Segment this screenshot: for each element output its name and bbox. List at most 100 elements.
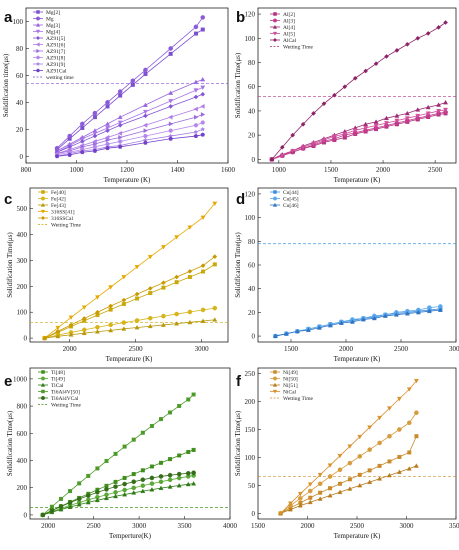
y-tick-label: 400 [17, 231, 28, 239]
series-f-2 [278, 463, 419, 516]
y-tick-label: 60 [16, 72, 24, 80]
data-point [414, 434, 419, 439]
data-point [108, 327, 114, 333]
x-axis-title: Temperture(K) [109, 532, 152, 540]
data-point [76, 502, 82, 507]
data-point [147, 315, 153, 321]
legend-marker [36, 48, 41, 54]
data-point [394, 113, 400, 118]
data-point [143, 140, 148, 145]
data-point [396, 396, 402, 402]
data-point [193, 133, 199, 138]
x-tick-label: 2500 [350, 522, 365, 530]
data-point [384, 54, 389, 59]
data-point [436, 109, 442, 114]
x-tick-label: 2000 [301, 522, 316, 530]
data-point [161, 280, 166, 286]
data-point [161, 313, 166, 319]
data-point [161, 245, 166, 250]
y-tick-label: 500 [17, 205, 28, 213]
series-line [44, 256, 216, 339]
data-point [104, 487, 109, 492]
data-point [95, 309, 100, 315]
x-tick-label: 2000 [41, 522, 56, 530]
data-point [92, 115, 97, 120]
data-point [143, 72, 148, 77]
data-point [404, 311, 410, 316]
data-point [387, 433, 392, 439]
data-point [394, 118, 400, 124]
series-line [57, 134, 203, 157]
data-point [117, 120, 123, 126]
data-point [283, 331, 289, 336]
data-point [387, 472, 392, 478]
data-point [134, 318, 140, 323]
data-point [373, 123, 379, 128]
data-point [193, 79, 199, 85]
data-point [168, 99, 174, 104]
data-point [360, 316, 366, 322]
legend-marker [41, 190, 45, 194]
data-point [105, 145, 110, 151]
legend-label: Ni[50] [283, 377, 298, 383]
x-tick-label: 2500 [394, 345, 409, 353]
series-a-5 [54, 103, 205, 157]
series-a-1 [54, 15, 206, 151]
data-point [321, 101, 327, 107]
series-e-1 [40, 473, 196, 518]
data-point [337, 453, 343, 459]
data-point [42, 335, 48, 341]
data-point [77, 481, 82, 486]
data-point [406, 420, 412, 426]
data-point [167, 477, 173, 483]
panel-letter: e [4, 373, 12, 390]
data-point [193, 24, 199, 30]
data-point [168, 104, 174, 109]
data-point [406, 466, 412, 471]
data-point [347, 460, 353, 466]
data-point [187, 225, 193, 230]
data-point [212, 317, 218, 322]
x-tick-label: 3000 [132, 522, 147, 530]
data-point [174, 311, 179, 317]
legend-label: Mg[3] [46, 23, 60, 29]
legend-label: Cu[45] [283, 197, 299, 203]
legend-label: AZ91[6] [46, 43, 65, 49]
data-point [117, 114, 123, 120]
data-point [331, 134, 337, 139]
data-point [290, 132, 296, 138]
data-point [130, 82, 135, 87]
chart-panel-b: 1000 1500 2000 2500 0 20 40 60 80 100 120 Temperatu… [234, 7, 457, 184]
y-tick-label: 300 [17, 257, 28, 265]
data-point [317, 472, 323, 478]
data-point [58, 506, 64, 512]
y-tick-label: 60 [248, 262, 256, 270]
data-point [187, 309, 193, 315]
data-point [269, 156, 275, 162]
legend-label: 316SSCal [51, 216, 73, 222]
legend-label: Ti6Al4V[50] [51, 390, 80, 396]
data-point [55, 325, 61, 331]
data-point [122, 487, 127, 493]
panel-letter: b [236, 9, 245, 26]
data-point [397, 427, 402, 432]
data-point [384, 115, 389, 121]
legend-marker [36, 68, 40, 73]
legend-label: Cu[46] [283, 203, 299, 209]
y-tick-label: 60 [248, 83, 256, 91]
series-b-0 [269, 111, 448, 162]
legend-label: AZ91[8] [46, 56, 65, 62]
data-point [212, 305, 218, 311]
data-point [327, 463, 333, 468]
data-point [117, 89, 123, 94]
legend-marker [273, 12, 277, 16]
series-line [56, 114, 203, 154]
series-a-0 [55, 27, 205, 152]
data-point [200, 126, 206, 132]
legend-label: TiCal [51, 383, 64, 389]
y-tick-label: 1000 [13, 375, 28, 383]
data-point [349, 319, 355, 324]
data-point [149, 464, 154, 469]
x-tick-label: 3500 [449, 522, 459, 530]
data-point [95, 466, 100, 471]
